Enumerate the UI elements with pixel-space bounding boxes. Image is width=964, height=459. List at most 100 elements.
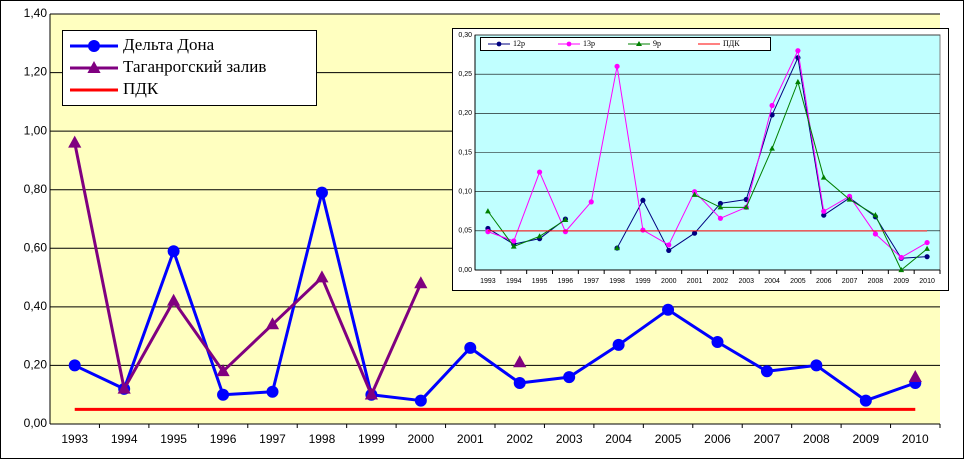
y-tick-label: 0,60 (24, 240, 48, 254)
marker (872, 212, 879, 218)
legend-label: ПДК (123, 79, 159, 98)
x-tick-label: 1998 (609, 278, 625, 285)
x-tick-label: 1993 (61, 432, 88, 446)
y-tick-label: 0,40 (24, 299, 48, 313)
series-line (487, 81, 928, 271)
x-tick-label: 2010 (919, 278, 935, 285)
x-tick-label: 1995 (160, 432, 187, 446)
x-tick-label: 2001 (457, 432, 484, 446)
x-tick-label: 2007 (754, 432, 781, 446)
marker (640, 197, 646, 203)
marker (315, 270, 329, 283)
marker (846, 196, 853, 202)
marker (691, 230, 698, 236)
marker (563, 371, 576, 384)
x-tick-label: 2006 (704, 432, 731, 446)
marker (769, 112, 775, 118)
marker (743, 204, 750, 210)
marker (265, 317, 280, 330)
x-tick-label: 1993 (480, 278, 496, 285)
marker (666, 242, 672, 248)
marker (510, 243, 517, 249)
marker (167, 245, 180, 258)
marker (167, 293, 181, 306)
marker (414, 276, 428, 289)
x-tick-label: 2000 (407, 432, 434, 446)
marker (691, 189, 698, 195)
marker (414, 394, 427, 407)
x-tick-label: 2008 (868, 278, 884, 285)
marker (315, 186, 328, 199)
x-tick-label: 2006 (816, 278, 832, 285)
marker (614, 63, 620, 69)
marker (464, 341, 477, 354)
x-tick-label: 1996 (210, 432, 237, 446)
legend-label: ПДК (723, 39, 740, 48)
marker (562, 216, 569, 222)
x-tick-label: 1997 (583, 278, 599, 285)
legend-label: Дельта Дона (123, 35, 215, 54)
x-tick-label: 2000 (661, 278, 677, 285)
marker (872, 231, 879, 237)
y-tick-label: 1,00 (24, 123, 48, 137)
x-tick-label: 1999 (358, 432, 385, 446)
legend-marker (87, 61, 101, 73)
x-tick-label: 1998 (309, 432, 336, 446)
marker (216, 364, 230, 377)
marker (117, 381, 131, 394)
x-tick-label: 2005 (790, 278, 806, 285)
x-tick-label: 1996 (558, 278, 574, 285)
marker (511, 238, 517, 244)
marker (640, 227, 646, 233)
marker (795, 78, 801, 85)
x-tick-label: 2002 (506, 432, 533, 446)
y-tick-label: 0,30 (458, 32, 472, 39)
marker (536, 169, 543, 175)
marker (364, 387, 378, 400)
y-tick-label: 0,10 (458, 189, 472, 196)
marker (795, 48, 801, 54)
marker (898, 254, 904, 261)
marker (821, 212, 827, 218)
marker (485, 229, 491, 235)
x-tick-label: 2001 (687, 278, 703, 285)
marker (898, 266, 905, 273)
marker (810, 359, 823, 372)
y-tick-label: 0,00 (24, 416, 48, 430)
x-tick-label: 2009 (893, 278, 909, 285)
marker (820, 174, 827, 180)
marker (717, 215, 724, 221)
x-tick-label: 2004 (764, 278, 780, 285)
x-tick-label: 1999 (635, 278, 651, 285)
marker (513, 377, 526, 389)
y-tick-label: 0,15 (458, 149, 472, 156)
y-tick-label: 0,20 (458, 110, 472, 117)
marker (68, 135, 82, 148)
marker (769, 145, 775, 151)
x-tick-label: 2004 (605, 432, 632, 446)
y-tick-label: 0,05 (458, 228, 472, 235)
y-tick-label: 0,25 (458, 71, 472, 78)
x-tick-label: 1994 (111, 432, 138, 446)
marker (588, 199, 594, 205)
marker (717, 200, 724, 207)
marker (612, 338, 625, 351)
marker (711, 336, 724, 348)
marker (691, 191, 698, 197)
legend-marker (88, 40, 100, 52)
x-tick-label: 2010 (902, 432, 929, 446)
x-tick-label: 2003 (738, 278, 754, 285)
marker (846, 193, 853, 199)
y-tick-label: 0,00 (458, 267, 472, 274)
marker (536, 233, 543, 239)
marker (908, 369, 922, 382)
y-tick-label: 1,20 (24, 65, 48, 79)
legend-box (480, 37, 771, 51)
y-tick-label: 0,20 (24, 358, 48, 372)
legend-marker (566, 41, 572, 47)
legend-label: 12р (513, 39, 525, 48)
marker (562, 229, 569, 235)
x-tick-label: 2002 (713, 278, 729, 285)
x-tick-label: 1994 (506, 278, 522, 285)
